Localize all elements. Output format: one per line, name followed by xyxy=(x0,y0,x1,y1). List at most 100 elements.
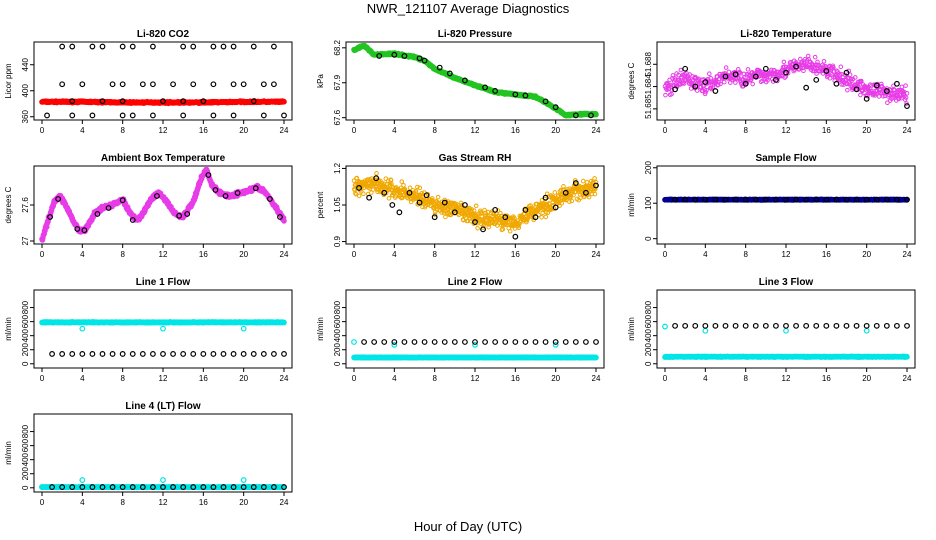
data-point xyxy=(252,185,259,192)
data-point xyxy=(679,81,685,86)
y-tick-label: 200 xyxy=(644,161,653,175)
data-point xyxy=(853,196,860,203)
data-point xyxy=(240,351,247,357)
x-tick-label: 8 xyxy=(432,250,437,259)
data-point xyxy=(512,91,519,98)
data-point xyxy=(863,95,870,102)
plot-frame xyxy=(33,41,293,121)
data-point xyxy=(281,218,287,224)
data-point xyxy=(750,81,755,87)
data-point xyxy=(361,191,366,197)
data-point xyxy=(765,77,770,83)
data-point xyxy=(425,191,431,197)
y-tick-label: 200 xyxy=(333,343,342,357)
x-tick-label: 0 xyxy=(40,374,45,383)
data-point xyxy=(473,203,479,209)
y-tick-label: 27 xyxy=(21,236,30,245)
data-point xyxy=(381,189,388,196)
x-tick-label: 16 xyxy=(511,374,520,383)
data-point xyxy=(59,81,66,88)
data-point xyxy=(250,43,257,50)
data-point xyxy=(733,80,738,85)
x-tick-label: 12 xyxy=(782,250,791,259)
data-point xyxy=(894,80,900,87)
data-point xyxy=(773,76,779,83)
x-tick-label: 12 xyxy=(782,126,791,135)
data-point xyxy=(401,183,406,188)
data-point xyxy=(904,90,910,96)
data-point xyxy=(672,196,678,203)
x-tick-label: 24 xyxy=(592,374,601,383)
data-point xyxy=(462,202,468,208)
data-point xyxy=(240,325,247,332)
data-point xyxy=(210,81,217,88)
y-tick-label: 0 xyxy=(644,236,653,241)
data-point xyxy=(669,87,675,93)
data-point xyxy=(281,99,287,105)
data-point xyxy=(712,196,719,203)
data-point xyxy=(381,181,387,187)
y-axis-label: ml/min xyxy=(627,193,636,217)
data-point xyxy=(416,55,423,62)
data-point xyxy=(858,92,863,98)
data-point xyxy=(190,81,197,88)
x-tick-label: 4 xyxy=(392,374,397,383)
panel-title: Sample Flow xyxy=(755,153,816,164)
data-point xyxy=(200,98,207,105)
data-point xyxy=(592,176,597,181)
data-point xyxy=(150,351,156,357)
x-tick-label: 16 xyxy=(822,250,831,259)
y-tick-label: 800 xyxy=(21,300,30,314)
data-point xyxy=(593,111,599,118)
data-series xyxy=(356,175,599,240)
x-tick-label: 0 xyxy=(663,126,668,135)
data-point xyxy=(568,193,574,199)
data-point xyxy=(49,351,55,357)
data-point xyxy=(271,81,277,88)
data-point xyxy=(823,68,830,74)
y-tick-label: 400 xyxy=(333,328,342,342)
plot-area xyxy=(39,43,287,119)
data-point xyxy=(715,82,721,87)
y-tick-label: 400 xyxy=(21,328,30,342)
x-tick-label: 20 xyxy=(239,374,248,383)
data-point xyxy=(593,179,599,185)
data-point xyxy=(105,205,112,211)
data-point xyxy=(109,351,116,357)
data-series xyxy=(39,319,287,326)
data-point xyxy=(879,81,884,87)
data-point xyxy=(775,78,780,84)
data-point xyxy=(812,54,818,60)
data-point xyxy=(119,98,126,105)
data-point xyxy=(803,84,810,91)
x-tick-label: 12 xyxy=(159,250,168,259)
data-point xyxy=(894,196,900,203)
data-point xyxy=(773,196,779,203)
figure-title: NWR_121107 Average Diagnostics xyxy=(367,1,570,16)
data-point xyxy=(682,196,689,203)
data-point xyxy=(443,214,448,220)
data-point xyxy=(431,214,438,221)
data-point xyxy=(593,182,599,189)
y-tick-label: 440 xyxy=(21,58,30,72)
data-point xyxy=(396,209,403,216)
data-point xyxy=(89,351,96,357)
x-tick-label: 0 xyxy=(352,374,357,383)
data-point xyxy=(885,100,890,105)
data-point xyxy=(89,112,96,119)
x-tick-label: 4 xyxy=(392,126,397,135)
x-tick-label: 16 xyxy=(822,126,831,135)
data-point xyxy=(150,43,156,50)
x-tick-label: 12 xyxy=(471,250,480,259)
y-tick-label: 200 xyxy=(21,343,30,357)
data-point xyxy=(542,194,549,201)
data-point xyxy=(833,196,840,203)
y-tick-label: 600 xyxy=(21,314,30,328)
data-point xyxy=(458,200,464,206)
data-point xyxy=(813,196,820,203)
data-point xyxy=(129,112,136,119)
data-point xyxy=(69,351,76,357)
data-point xyxy=(873,196,880,203)
data-point xyxy=(230,81,237,88)
